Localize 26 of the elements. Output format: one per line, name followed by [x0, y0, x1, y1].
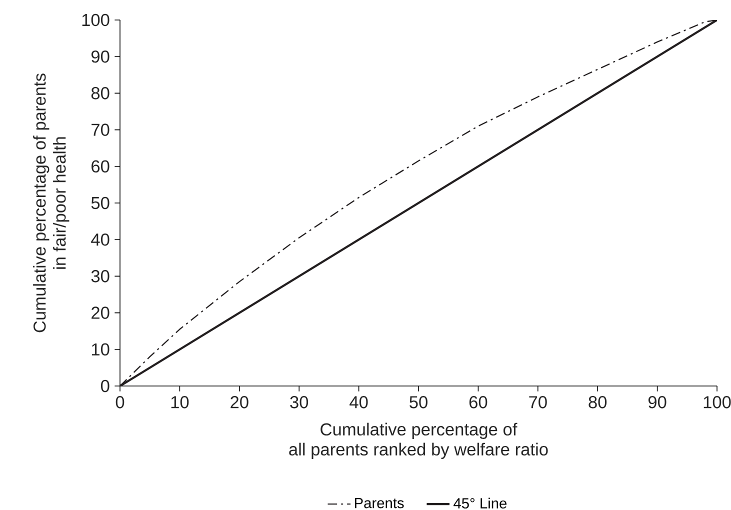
x-tick-label: 50 [410, 396, 428, 408]
y-tick-label: 70 [92, 124, 110, 136]
x-tick-label: 100 [704, 396, 731, 408]
y-tick-label: 20 [92, 306, 110, 319]
x-tick-label: 90 [648, 396, 666, 408]
y-tick-label: 80 [91, 87, 110, 100]
y-tick-label: 0 [100, 380, 110, 392]
x-tick-label: 20 [230, 396, 248, 408]
legend-label: Parents [354, 498, 404, 508]
x-tick-label: 40 [350, 396, 368, 408]
x-tick-label: 10 [171, 396, 189, 408]
y-tick-label: 60 [92, 160, 110, 173]
x-tick-label: 70 [529, 396, 547, 408]
legend-label: 45° Line [454, 498, 507, 509]
y-axis-title: Cumulative percentage of parents in fair/poor health [33, 74, 70, 332]
x-axis-title: Cumulative percentage of all parents ranked by welfare ratio [289, 422, 548, 459]
x-tick-label: 30 [290, 396, 308, 408]
y-tick-label: 50 [91, 196, 110, 210]
y-tick-label: 100 [82, 14, 110, 26]
y-tick-label: 30 [91, 270, 110, 282]
y-tick-label: 40 [91, 233, 110, 246]
y-tick-label: 10 [92, 343, 110, 356]
x-tick-label: 60 [469, 396, 488, 408]
x-tick-label: 0 [116, 396, 124, 408]
x-tick-label: 80 [588, 396, 607, 408]
y-tick-label: 90 [91, 50, 110, 63]
